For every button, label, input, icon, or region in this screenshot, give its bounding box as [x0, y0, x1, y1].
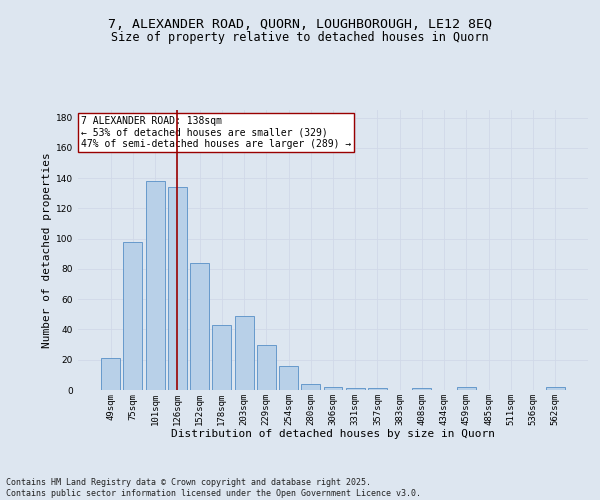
- Text: Contains HM Land Registry data © Crown copyright and database right 2025.
Contai: Contains HM Land Registry data © Crown c…: [6, 478, 421, 498]
- Bar: [168, 187, 187, 390]
- Bar: [101, 358, 120, 390]
- Bar: [235, 316, 254, 390]
- Bar: [368, 388, 387, 390]
- Bar: [546, 387, 565, 390]
- Bar: [190, 263, 209, 390]
- Bar: [279, 366, 298, 390]
- Bar: [124, 242, 142, 390]
- Bar: [346, 388, 365, 390]
- Text: Size of property relative to detached houses in Quorn: Size of property relative to detached ho…: [111, 31, 489, 44]
- Bar: [323, 387, 343, 390]
- Text: 7, ALEXANDER ROAD, QUORN, LOUGHBOROUGH, LE12 8EQ: 7, ALEXANDER ROAD, QUORN, LOUGHBOROUGH, …: [108, 18, 492, 30]
- Text: 7 ALEXANDER ROAD: 138sqm
← 53% of detached houses are smaller (329)
47% of semi-: 7 ALEXANDER ROAD: 138sqm ← 53% of detach…: [80, 116, 351, 149]
- X-axis label: Distribution of detached houses by size in Quorn: Distribution of detached houses by size …: [171, 429, 495, 439]
- Bar: [146, 181, 164, 390]
- Bar: [212, 325, 231, 390]
- Bar: [457, 387, 476, 390]
- Bar: [412, 388, 431, 390]
- Bar: [257, 344, 276, 390]
- Bar: [301, 384, 320, 390]
- Y-axis label: Number of detached properties: Number of detached properties: [42, 152, 52, 348]
